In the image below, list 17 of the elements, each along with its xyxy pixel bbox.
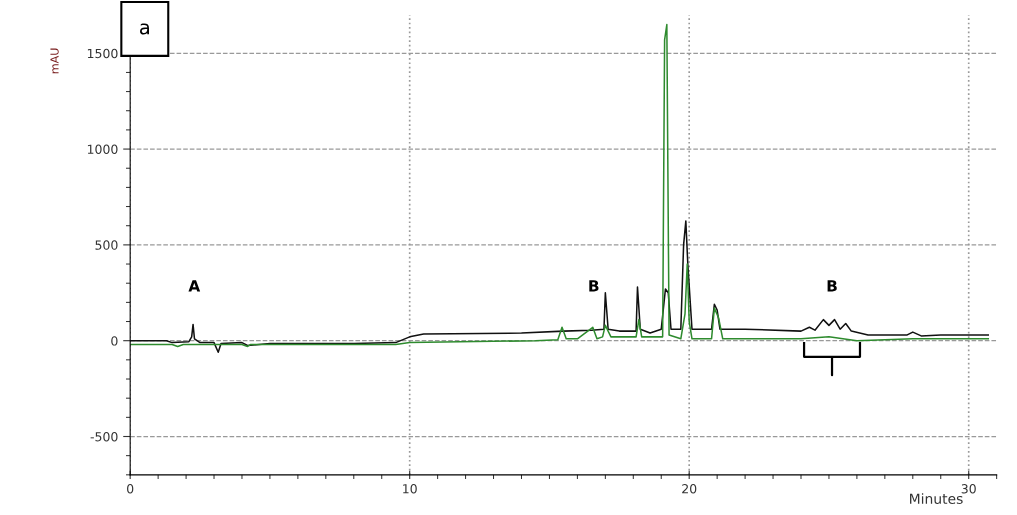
annotation: B bbox=[827, 280, 837, 292]
y-axis-title: mAU bbox=[50, 48, 59, 74]
y-tick-label: -500 bbox=[90, 431, 118, 442]
y-tick-label: 1000 bbox=[87, 144, 118, 154]
y-tick-label: 1500 bbox=[87, 48, 118, 59]
y-tick-label: 500 bbox=[95, 240, 118, 250]
line-series bbox=[130, 23, 990, 348]
line-series bbox=[130, 220, 990, 353]
annotation: a bbox=[140, 23, 149, 35]
x-tick-label: 20 bbox=[682, 484, 697, 494]
x-tick-label: 30 bbox=[961, 484, 976, 494]
annotation: A bbox=[188, 280, 201, 292]
annotation: B bbox=[589, 280, 599, 292]
x-axis-title: Minutes bbox=[910, 493, 963, 504]
y-tick-label: 0 bbox=[111, 336, 118, 346]
x-tick-label: 10 bbox=[403, 484, 417, 494]
x-tick-label: 0 bbox=[127, 484, 134, 494]
